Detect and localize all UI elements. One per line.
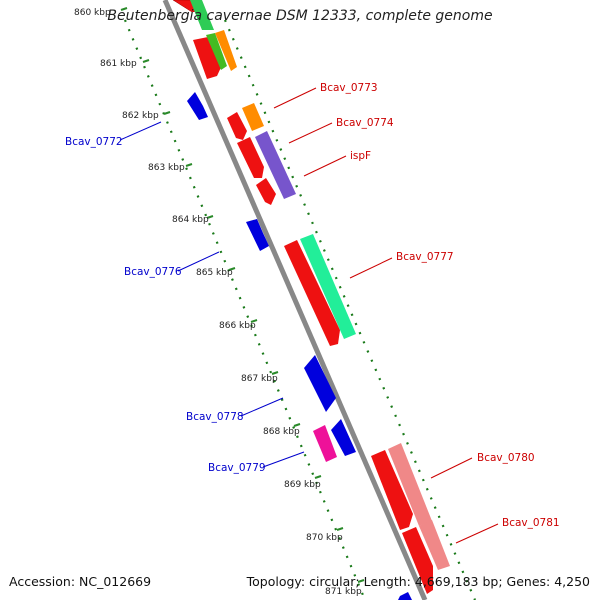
gene-ispF[interactable]	[255, 131, 296, 199]
tick-label-869: 869 kbp	[284, 480, 321, 490]
tick-label-868: 868 kbp	[263, 427, 300, 437]
tick-863	[185, 163, 193, 167]
tick-label-863: 863 kbp	[148, 163, 185, 173]
tick-label-871: 871 kbp	[325, 587, 362, 597]
tick-label-860: 860 kbp	[74, 8, 111, 18]
gene-blue-bottom[interactable]	[398, 592, 412, 600]
tick-871	[357, 579, 365, 583]
label-bcav-0777[interactable]: Bcav_0777	[396, 251, 454, 263]
tick-labels: 860 kbp 861 kbp 862 kbp 863 kbp 864 kbp …	[74, 8, 362, 597]
gene-bcav-0774[interactable]	[237, 137, 264, 178]
label-bcav-0774[interactable]: Bcav_0774	[336, 117, 394, 129]
tick-866	[250, 319, 258, 323]
tick-label-867: 867 kbp	[241, 374, 278, 384]
gene-bcav-0781[interactable]	[419, 520, 450, 570]
gene-bcav-0772[interactable]	[187, 92, 208, 120]
tick-marks	[120, 7, 365, 583]
gene-bcav-0778[interactable]	[304, 355, 336, 412]
gene-red-0781[interactable]	[402, 527, 433, 594]
reverse-callouts	[119, 121, 305, 468]
label-bcav-0772[interactable]: Bcav_0772	[65, 136, 123, 148]
tick-label-870: 870 kbp	[306, 533, 343, 543]
gene-blue-0779[interactable]	[331, 419, 356, 456]
tick-862	[163, 111, 171, 115]
backbone	[162, 0, 428, 600]
gene-red-b[interactable]	[227, 112, 247, 140]
label-bcav-0780[interactable]: Bcav_0780	[477, 452, 535, 464]
gene-green-b[interactable]	[206, 33, 227, 70]
tick-864	[206, 215, 214, 219]
tick-label-866: 866 kbp	[219, 321, 256, 331]
tick-868	[293, 423, 301, 427]
outer-axis	[223, 19, 477, 600]
map-title: Beutenbergia cavernae DSM 12333, complet…	[107, 8, 493, 24]
gene-bcav-0780[interactable]	[388, 443, 432, 526]
tick-869	[314, 475, 322, 479]
tick-label-861: 861 kbp	[100, 59, 137, 69]
label-bcav-0778[interactable]: Bcav_0778	[186, 411, 244, 423]
gene-red-0777[interactable]	[284, 240, 340, 346]
tick-label-864: 864 kbp	[172, 215, 209, 225]
gene-bcav-0776[interactable]	[246, 219, 269, 251]
genome-summary: Topology: circular; Length: 4,669,183 bp…	[246, 574, 590, 589]
accession-text: Accession: NC_012669	[9, 574, 152, 589]
label-bcav-0776[interactable]: Bcav_0776	[124, 266, 182, 278]
tick-label-862: 862 kbp	[122, 111, 159, 121]
gene-orange-a[interactable]	[215, 30, 237, 71]
tick-870	[336, 527, 344, 531]
tick-label-865: 865 kbp	[196, 268, 233, 278]
gene-bcav-0777[interactable]	[300, 234, 356, 339]
gene-red-0780[interactable]	[371, 450, 413, 530]
label-ispF[interactable]: ispF	[350, 150, 371, 162]
label-bcav-0773[interactable]: Bcav_0773	[320, 82, 378, 94]
gene-bcav-0779[interactable]	[313, 425, 337, 462]
tick-861	[142, 59, 150, 63]
tick-860	[120, 7, 128, 11]
gene-bcav-0773[interactable]	[242, 103, 264, 131]
label-bcav-0781[interactable]: Bcav_0781	[502, 517, 560, 529]
tick-865	[228, 267, 236, 271]
label-bcav-0779[interactable]: Bcav_0779	[208, 462, 266, 474]
gene-green-a[interactable]	[190, 0, 214, 30]
tick-867	[271, 371, 279, 375]
forward-callouts	[273, 87, 499, 544]
gene-red-c[interactable]	[256, 178, 276, 205]
